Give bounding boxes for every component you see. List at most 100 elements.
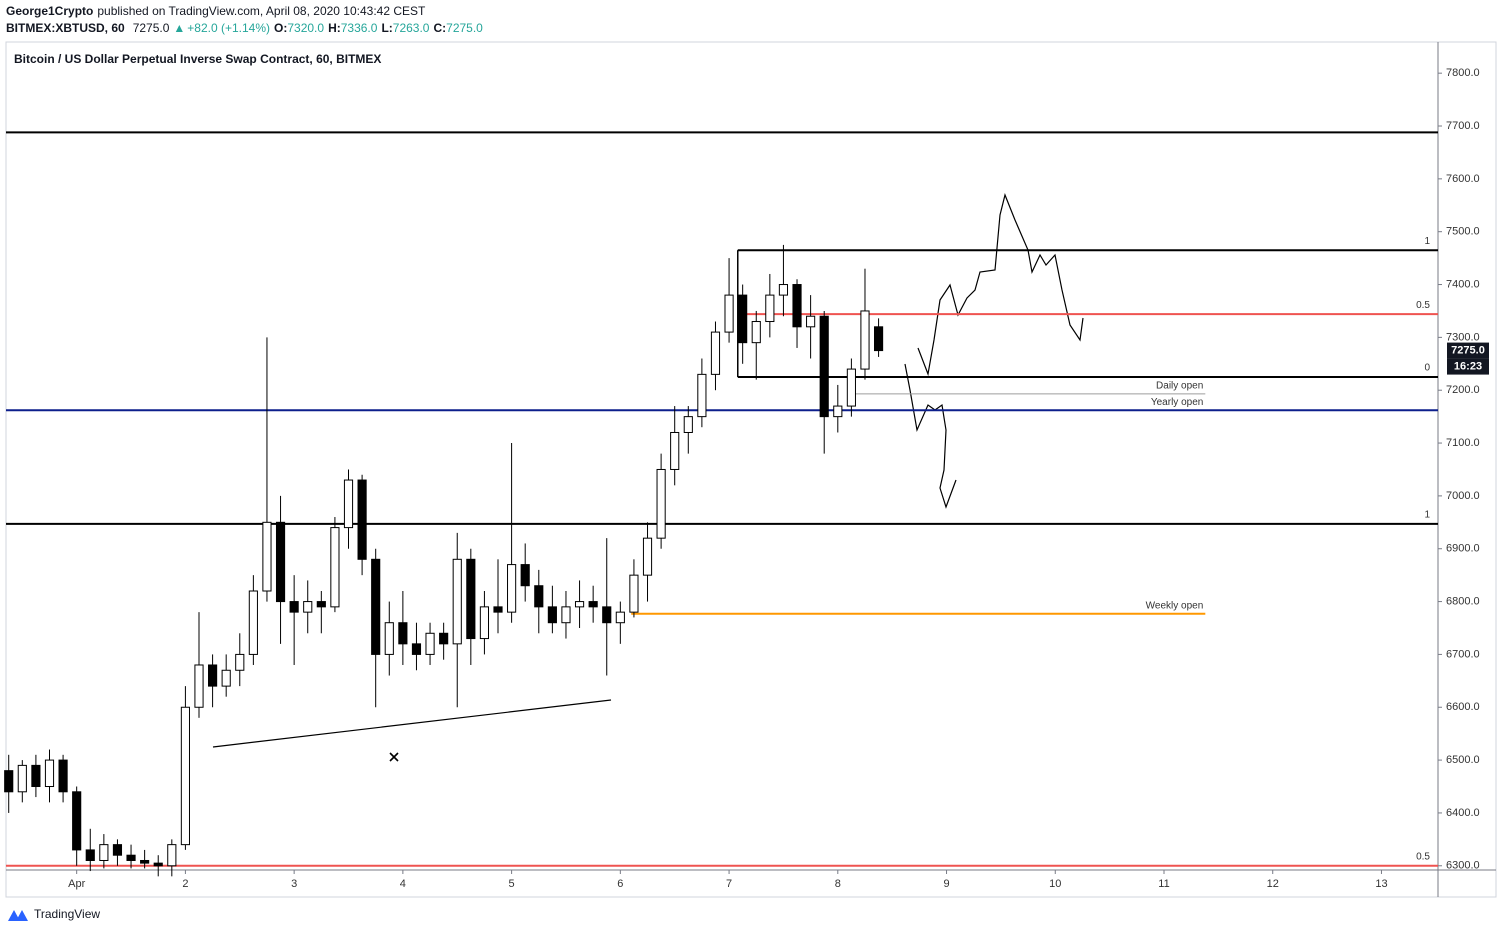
candle-body [72,791,82,851]
published: published on TradingView.com, April 08, … [97,4,426,18]
candle-body [873,326,884,352]
candle-body [4,770,14,793]
header-line-1: George1Crypto published on TradingView.co… [6,4,426,18]
candle-body [588,601,598,608]
candle-body [85,849,95,861]
candle-body [180,706,190,846]
candle-body [235,653,245,671]
candle-body [17,764,27,793]
y-tick-label: 7400.0 [1446,278,1480,290]
last-price: 7275.0 [133,21,170,35]
candles [4,244,884,877]
price-tag: 7275.0 [1451,344,1485,356]
ohlc-value: 7275.0 [446,21,483,35]
candle-body [507,564,517,613]
candle-body [860,310,870,370]
candle-body [534,585,544,608]
candle-body [547,606,557,624]
trend-line [212,699,612,748]
x-tick-label: 12 [1267,878,1279,890]
symbol: BITMEX:XBTUSD, 60 [6,21,125,35]
y-tick-label: 6800.0 [1446,595,1480,607]
candle-body [493,606,503,613]
candle-body [316,601,326,608]
candle-body [99,844,109,861]
candle-body [398,622,408,645]
candle-body [520,564,530,587]
y-tick-label: 6600.0 [1446,701,1480,713]
ohlc-value: 7263.0 [393,21,430,35]
candle-body [710,331,721,375]
cross-mark [389,752,399,762]
change-arrow: ▲ [173,21,185,35]
y-tick-label: 6500.0 [1446,754,1480,766]
countdown-bg [1447,358,1489,375]
footer-brand: TradingView [34,907,100,921]
ohlc-label: L: [381,21,392,35]
level-label: 1 [1424,510,1430,521]
x-tick-label: 2 [182,878,188,890]
y-tick-label: 6900.0 [1446,543,1480,555]
header-line-2: BITMEX:XBTUSD, 60 7275.0 ▲ +82.0 (+1.14%) O:… [6,21,483,35]
candle-body [425,632,435,655]
x-tick-label: 9 [943,878,949,890]
candle-body [697,373,707,418]
candle-body [208,664,218,687]
y-tick-label: 7000.0 [1446,490,1480,502]
candle-body [683,416,693,433]
candle-body [778,284,789,296]
candle-body [833,405,843,418]
candle-body [819,315,829,418]
candle-body [384,622,394,655]
candle-body [153,862,163,867]
ohlc-value: 7320.0 [287,21,324,35]
candle-body [738,294,748,344]
change: +82.0 (+1.14%) [187,21,270,35]
candle-body [846,368,856,407]
candle-body [479,606,489,640]
ohlc-label: C: [433,21,446,35]
x-tick-label: 7 [726,878,732,890]
candle-body [289,601,299,613]
candle-body [615,611,625,624]
annotation: Daily open [1156,381,1203,392]
panel-border [5,41,1497,898]
y-tick-label: 7500.0 [1446,226,1480,238]
candle-body [670,431,680,470]
x-tick-label: 6 [617,878,623,890]
candle-body [792,284,802,328]
chart-title: Bitcoin / US Dollar Perpetual Inverse Sw… [14,52,381,66]
candle-body [58,759,68,793]
projection-up [917,193,1084,377]
candle-body [275,521,286,603]
candle-body [561,606,571,624]
level-label: 0 [1424,363,1430,374]
candle-body [371,558,381,655]
candle-body [262,521,272,592]
candle-body [343,479,354,529]
author: George1Crypto [6,4,93,18]
x-tick-label: 13 [1375,878,1387,890]
candle-body [751,321,761,344]
candle-body [112,844,123,856]
y-tick-label: 7300.0 [1446,331,1480,343]
y-tick-label: 7700.0 [1446,120,1480,132]
level-label: 0.5 [1416,851,1430,862]
logo: TradingView [8,907,100,921]
annotation: Yearly open [1151,397,1203,408]
y-tick-label: 7600.0 [1446,173,1480,185]
drawings [212,193,1084,762]
price-tag-bg [1447,342,1489,359]
candle-body [140,859,150,864]
candle-body [439,632,449,645]
ohlc-label: H: [328,21,341,35]
candle-body [642,537,653,576]
candle-body [31,764,41,788]
candle-body [602,606,612,624]
candle-body [411,643,422,655]
candle-body [452,558,462,645]
candle-body [126,854,136,861]
levels: 1 0.5 0 1 0.5 [6,131,1438,867]
